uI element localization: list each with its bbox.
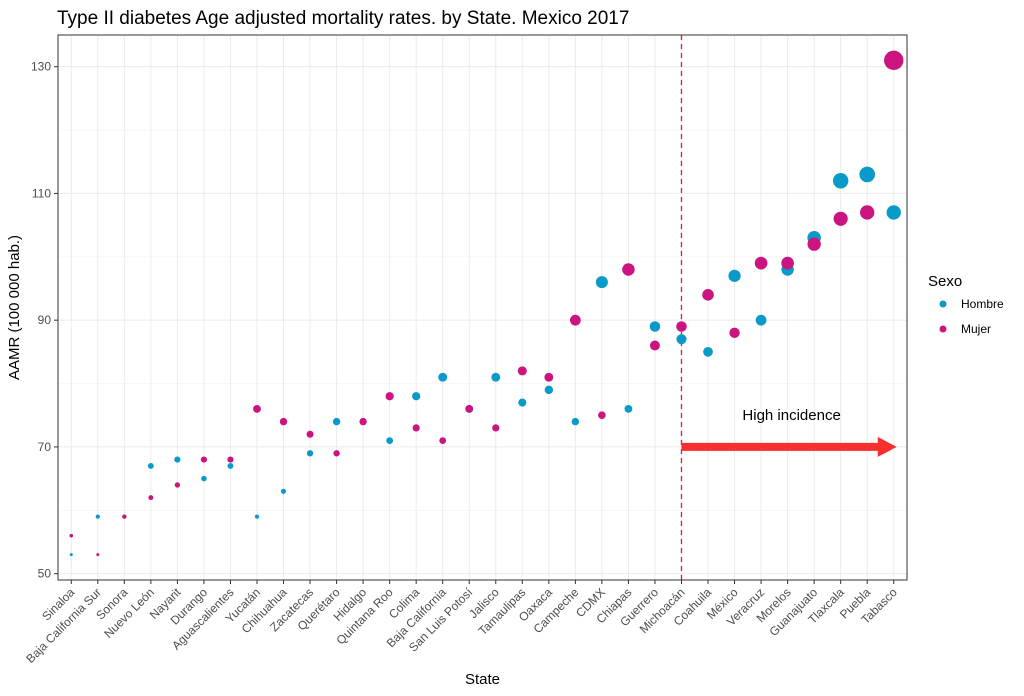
- point-hombre: [544, 385, 554, 395]
- point-hombre: [649, 321, 661, 332]
- point-hombre: [95, 514, 100, 519]
- annotation-text: High incidence: [742, 407, 840, 424]
- point-mujer: [833, 211, 848, 226]
- point-hombre: [201, 475, 207, 482]
- point-mujer: [676, 321, 687, 332]
- point-hombre: [571, 417, 580, 426]
- legend-title: Sexo: [928, 273, 962, 290]
- y-tick-label: 130: [31, 60, 51, 74]
- point-mujer: [148, 495, 154, 501]
- point-mujer: [306, 430, 314, 438]
- point-hombre: [227, 462, 234, 469]
- point-mujer: [200, 456, 207, 463]
- y-tick-label: 90: [38, 313, 52, 327]
- point-hombre: [174, 456, 181, 463]
- point-mujer: [702, 289, 714, 301]
- point-hombre: [624, 404, 633, 413]
- point-hombre: [438, 372, 448, 382]
- point-hombre: [703, 346, 713, 357]
- legend-hombre-label: Hombre: [961, 297, 1004, 311]
- point-mujer: [622, 263, 635, 276]
- point-hombre: [595, 276, 608, 289]
- point-mujer: [96, 553, 100, 557]
- point-mujer: [227, 456, 234, 463]
- point-mujer: [69, 533, 74, 538]
- y-tick-label: 110: [32, 186, 51, 200]
- point-mujer: [492, 424, 500, 432]
- point-hombre: [412, 392, 421, 401]
- point-mujer: [253, 404, 261, 413]
- legend-hombre-marker: [939, 300, 947, 308]
- point-mujer: [279, 417, 288, 426]
- point-hombre: [254, 514, 260, 519]
- point-hombre: [147, 462, 154, 469]
- point-hombre: [755, 314, 767, 326]
- y-tick-label: 50: [38, 567, 52, 581]
- y-axis: 50 70 90 110 130: [31, 60, 58, 581]
- point-hombre: [280, 488, 287, 494]
- point-mujer: [807, 237, 821, 251]
- x-axis-title: State: [465, 671, 500, 688]
- point-hombre: [886, 205, 901, 220]
- y-axis-title: AAMR (100 000 hab.): [6, 235, 23, 380]
- point-mujer: [122, 514, 127, 519]
- point-hombre: [69, 553, 73, 557]
- point-mujer: [439, 437, 447, 444]
- point-hombre: [332, 417, 341, 426]
- chart-title: Type II diabetes Age adjusted mortality …: [57, 8, 629, 29]
- y-tick-label: 70: [38, 440, 52, 454]
- point-hombre: [728, 269, 741, 282]
- point-mujer: [649, 340, 660, 351]
- point-mujer: [754, 256, 768, 270]
- arrow-icon: [681, 436, 897, 457]
- arrow-head: [877, 436, 897, 457]
- plot-panel: [57, 34, 908, 581]
- point-mujer: [598, 411, 606, 420]
- grid: [58, 35, 907, 580]
- point-mujer: [174, 482, 181, 488]
- point-mujer: [884, 50, 904, 71]
- point-hombre: [386, 437, 394, 444]
- point-mujer: [569, 314, 581, 326]
- legend-mujer-marker: [939, 325, 947, 333]
- point-mujer: [465, 404, 474, 413]
- point-mujer: [544, 372, 554, 382]
- point-mujer: [860, 205, 875, 220]
- point-mujer: [729, 327, 740, 339]
- point-hombre: [518, 398, 527, 407]
- point-mujer: [412, 424, 420, 432]
- point-hombre: [491, 372, 501, 382]
- point-hombre: [306, 450, 314, 457]
- point-mujer: [385, 392, 394, 401]
- point-mujer: [781, 256, 794, 270]
- legend-mujer-label: Mujer: [961, 322, 991, 336]
- point-mujer: [359, 417, 367, 426]
- data-points: [69, 50, 904, 557]
- point-hombre: [832, 173, 849, 189]
- legend: Sexo Hombre Mujer: [928, 273, 1004, 336]
- annotation-group: High incidence: [681, 407, 897, 457]
- point-hombre: [859, 166, 876, 183]
- point-hombre: [676, 334, 687, 345]
- point-mujer: [333, 450, 340, 457]
- point-mujer: [517, 366, 527, 376]
